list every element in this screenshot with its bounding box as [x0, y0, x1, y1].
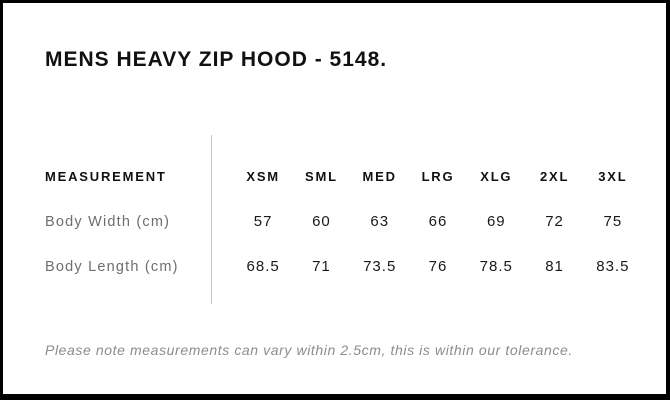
- measurement-column-header: MEASUREMENT: [45, 169, 167, 184]
- body-length-3xl: 83.5: [596, 258, 630, 275]
- body-length-xlg: 78.5: [479, 258, 513, 275]
- size-header-xsm: XSM: [246, 169, 280, 184]
- size-header-lrg: LRG: [421, 169, 455, 184]
- table-vertical-divider: [211, 135, 212, 304]
- body-length-med: 73.5: [363, 258, 397, 275]
- body-length-2xl: 81: [545, 258, 564, 275]
- row-label-body-length: Body Length (cm): [45, 258, 179, 275]
- size-header-xlg: XLG: [480, 169, 513, 184]
- body-width-xsm: 57: [253, 213, 273, 230]
- body-length-sml: 71: [312, 258, 331, 275]
- size-header-3xl: 3XL: [598, 169, 628, 184]
- body-width-sml: 60: [312, 213, 331, 230]
- page-title: MENS HEAVY ZIP HOOD - 5148.: [45, 48, 388, 71]
- size-header-sml: SML: [305, 169, 338, 184]
- size-header-2xl: 2XL: [539, 169, 570, 184]
- body-width-2xl: 72: [545, 213, 564, 230]
- size-table: MEASUREMENT XSM SML MED LRG XLG 2XL 3XL …: [45, 154, 642, 289]
- size-header-med: MED: [362, 169, 397, 184]
- body-length-xsm: 68.5: [246, 258, 280, 275]
- body-width-xlg: 69: [486, 213, 506, 230]
- body-width-med: 63: [370, 213, 390, 230]
- body-length-lrg: 76: [428, 258, 448, 275]
- row-label-body-width: Body Width (cm): [45, 213, 171, 230]
- body-width-lrg: 66: [428, 213, 448, 230]
- body-width-3xl: 75: [603, 213, 623, 230]
- tolerance-note: Please note measurements can vary within…: [45, 342, 573, 358]
